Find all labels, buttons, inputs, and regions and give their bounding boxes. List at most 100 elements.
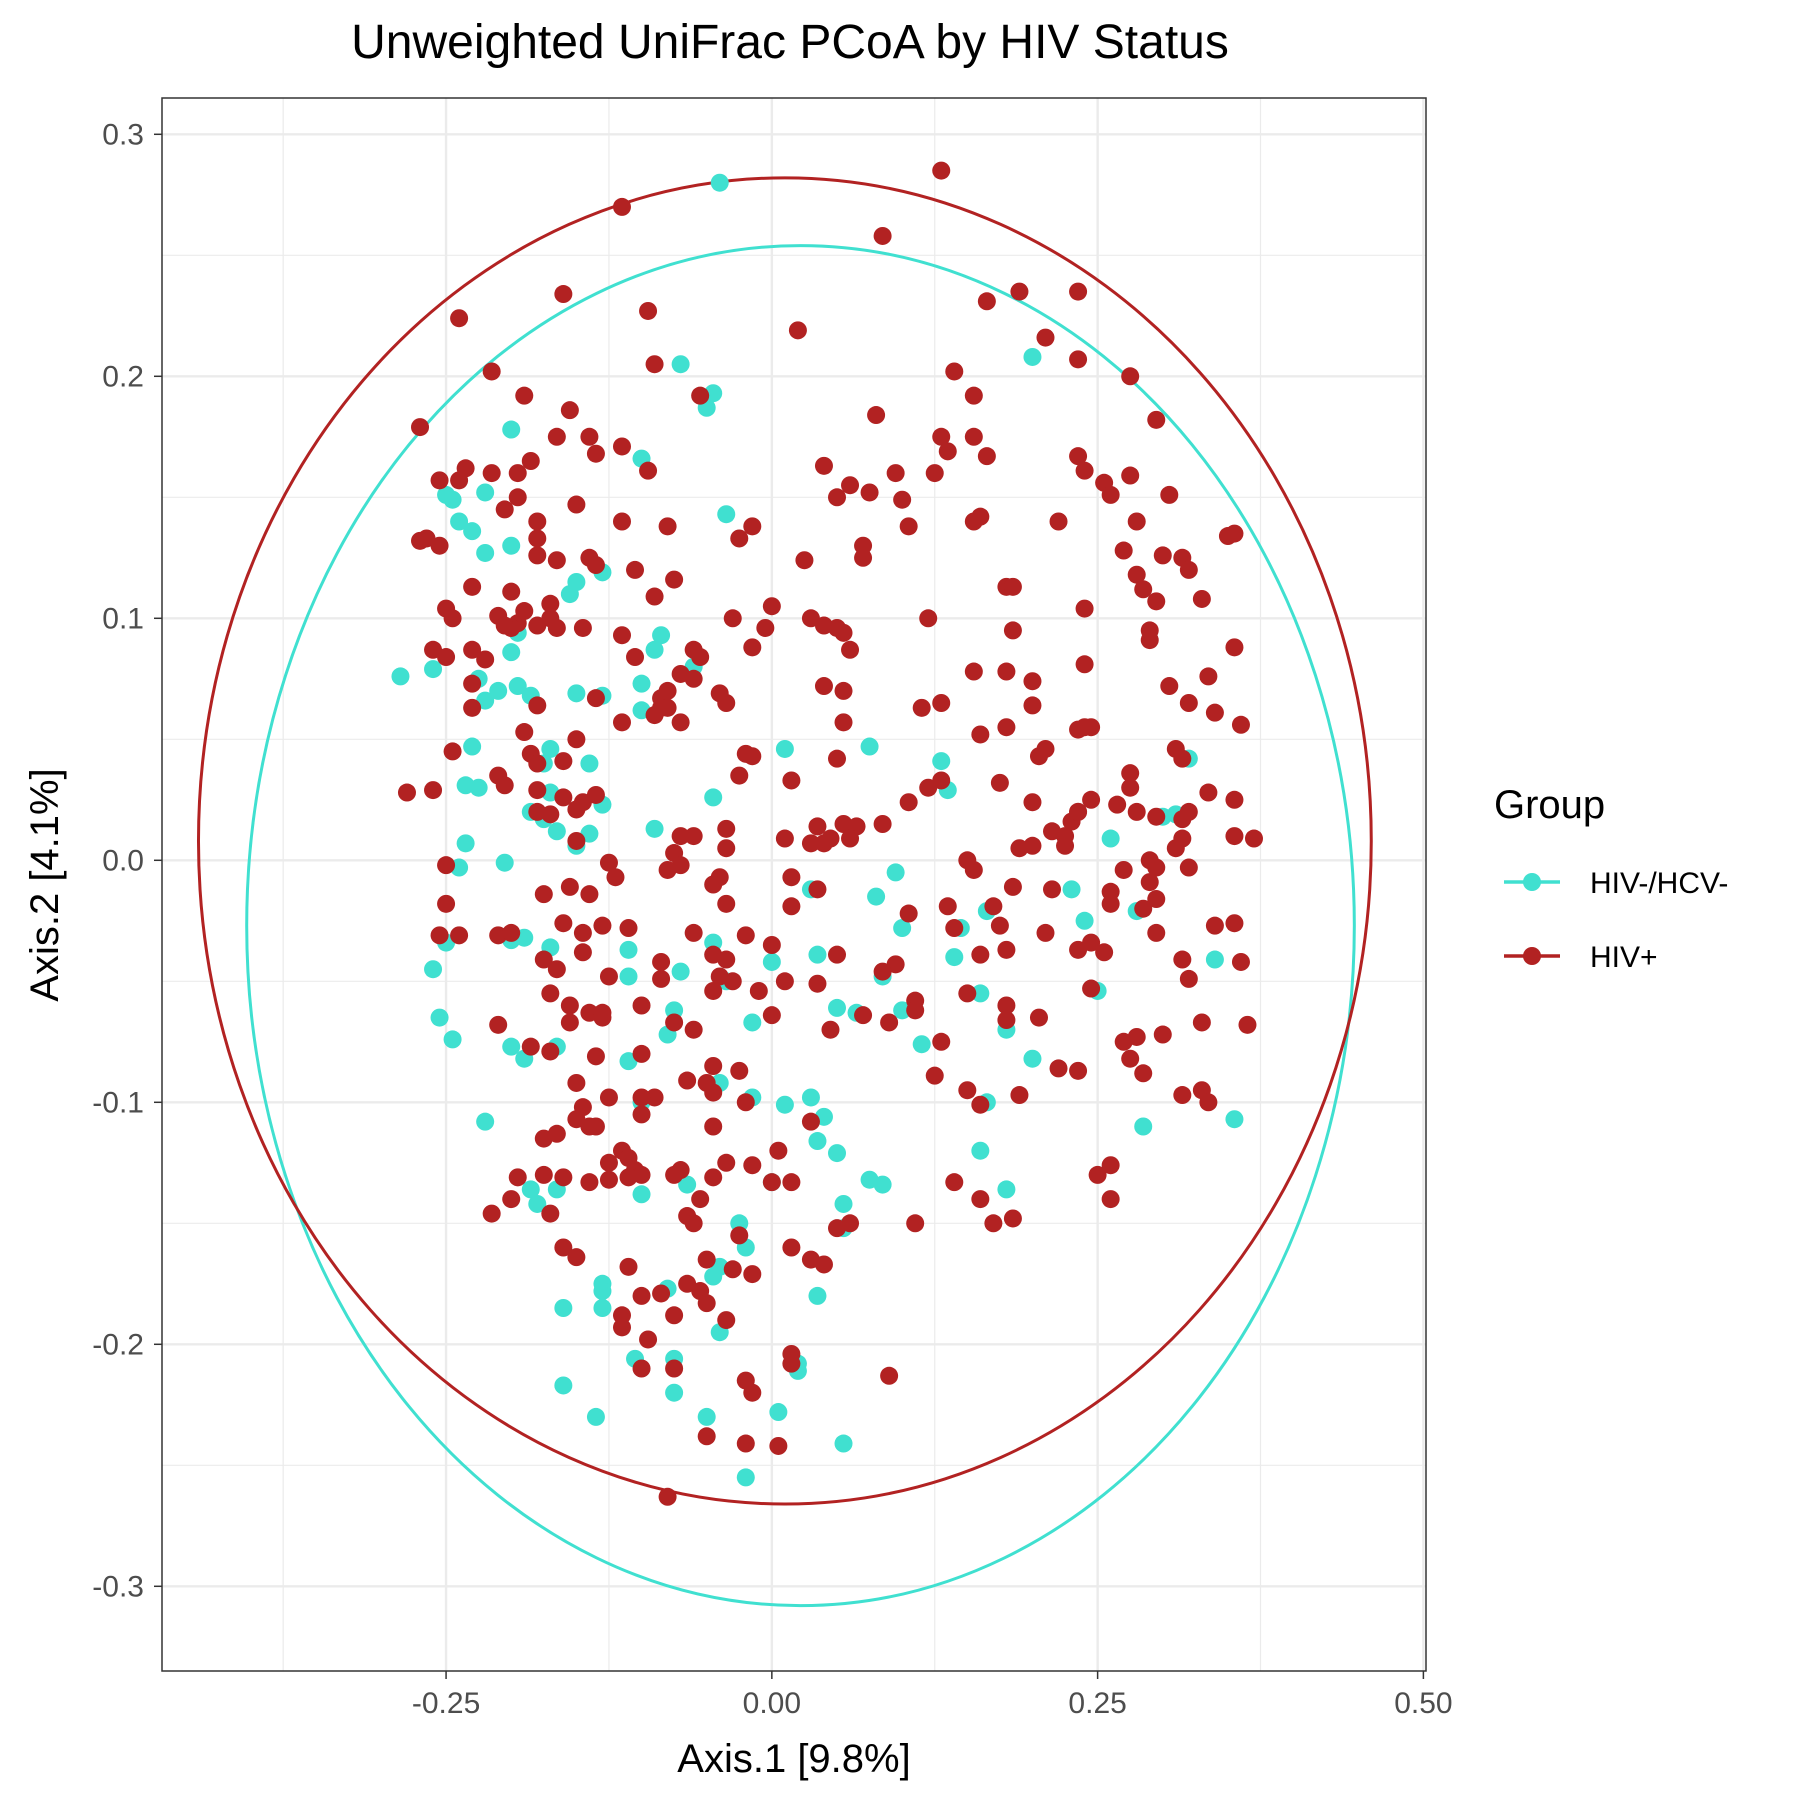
plot-border [161, 97, 1427, 1672]
point-hiv-pos [606, 868, 625, 887]
point-hiv-pos [1082, 933, 1101, 952]
point-hiv-pos [580, 1117, 599, 1136]
point-hiv-pos [841, 476, 860, 495]
point-hiv-pos [599, 1088, 618, 1107]
point-hiv-pos [463, 698, 482, 717]
point-hiv-neg-hcv-neg [775, 739, 794, 758]
point-hiv-pos [593, 916, 612, 935]
point-hiv-pos [788, 321, 807, 340]
point-hiv-pos [1147, 592, 1166, 611]
point-hiv-pos [482, 362, 501, 381]
point-hiv-pos [945, 1173, 964, 1192]
point-hiv-pos [906, 1001, 925, 1020]
point-hiv-pos [665, 1165, 684, 1184]
point-hiv-pos [437, 894, 456, 913]
point-hiv-pos [1088, 1165, 1107, 1184]
point-hiv-pos [782, 868, 801, 887]
point-hiv-neg-hcv-neg [632, 674, 651, 693]
point-hiv-pos [1179, 560, 1198, 579]
point-hiv-pos [489, 1015, 508, 1034]
point-hiv-pos [515, 386, 534, 405]
point-hiv-pos [1010, 282, 1029, 301]
point-hiv-pos [730, 529, 749, 548]
point-hiv-pos [814, 1255, 833, 1274]
point-hiv-pos [1140, 873, 1159, 892]
y-tick-label: -0.2 [92, 1328, 144, 1361]
x-axis-ticks: -0.25 0.00 0.25 0.50 [412, 1671, 1453, 1720]
point-hiv-pos [899, 904, 918, 923]
point-hiv-pos [1003, 621, 1022, 640]
point-hiv-pos [1160, 485, 1179, 504]
point-hiv-pos [580, 427, 599, 446]
point-hiv-pos [463, 640, 482, 659]
y-axis-title: Axis.2 [4.1%] [23, 768, 67, 1001]
point-hiv-pos [704, 981, 723, 1000]
x-tick-label: -0.25 [412, 1687, 480, 1720]
point-hiv-pos [560, 877, 579, 896]
point-hiv-pos [1075, 461, 1094, 480]
point-hiv-pos [1121, 466, 1140, 485]
point-hiv-neg-hcv-neg [828, 998, 847, 1017]
point-hiv-pos [632, 1088, 651, 1107]
point-hiv-pos [899, 793, 918, 812]
point-hiv-pos [1225, 524, 1244, 543]
point-hiv-pos [528, 512, 547, 531]
point-hiv-pos [1082, 718, 1101, 737]
point-hiv-pos [534, 1129, 553, 1148]
point-hiv-pos [697, 1250, 716, 1269]
point-hiv-neg-hcv-neg [762, 952, 781, 971]
point-hiv-neg-hcv-neg [632, 1185, 651, 1204]
point-hiv-pos [612, 713, 631, 732]
point-hiv-neg-hcv-neg [743, 1013, 762, 1032]
point-hiv-pos [1049, 1059, 1068, 1078]
point-hiv-pos [1127, 512, 1146, 531]
point-hiv-pos [873, 815, 892, 833]
point-hiv-pos [704, 1117, 723, 1136]
point-hiv-pos [1147, 410, 1166, 429]
point-hiv-pos [1225, 914, 1244, 933]
point-hiv-pos [554, 752, 573, 771]
point-hiv-neg-hcv-neg [443, 1030, 462, 1049]
y-tick-label: 0.0 [102, 844, 144, 877]
point-hiv-pos [743, 638, 762, 657]
point-hiv-pos [1075, 655, 1094, 674]
point-hiv-pos [541, 805, 560, 824]
point-hiv-neg-hcv-neg [808, 945, 827, 964]
point-hiv-pos [1023, 836, 1042, 855]
point-hiv-neg-hcv-neg [391, 667, 410, 686]
x-tick-label: 0.00 [743, 1687, 801, 1720]
legend-key-dot [1523, 947, 1541, 965]
x-tick-label: 0.25 [1068, 1687, 1126, 1720]
point-hiv-pos [880, 1366, 899, 1385]
point-hiv-pos [964, 427, 983, 446]
point-hiv-pos [684, 827, 703, 846]
point-hiv-neg-hcv-neg [495, 853, 514, 872]
point-hiv-neg-hcv-neg [476, 1112, 495, 1131]
legend-key-dot [1523, 873, 1541, 891]
point-hiv-pos [541, 1042, 560, 1061]
point-hiv-pos [632, 1359, 651, 1378]
point-hiv-pos [1173, 1086, 1192, 1105]
point-hiv-pos [782, 1344, 801, 1363]
point-hiv-pos [1082, 790, 1101, 809]
point-hiv-pos [684, 640, 703, 659]
point-hiv-neg-hcv-neg [867, 887, 886, 906]
point-hiv-pos [997, 718, 1016, 737]
point-hiv-neg-hcv-neg [463, 737, 482, 756]
point-hiv-pos [599, 967, 618, 986]
point-hiv-neg-hcv-neg [586, 1407, 605, 1426]
point-hiv-neg-hcv-neg [541, 739, 560, 758]
point-hiv-pos [964, 386, 983, 405]
point-hiv-pos [430, 471, 449, 490]
point-hiv-pos [984, 1214, 1003, 1233]
point-hiv-pos [964, 860, 983, 879]
point-hiv-neg-hcv-neg [971, 984, 990, 1003]
point-hiv-pos [841, 1214, 860, 1233]
point-hiv-pos [899, 517, 918, 536]
point-hiv-pos [1003, 577, 1022, 596]
point-hiv-pos [658, 860, 677, 879]
point-hiv-pos [1121, 778, 1140, 797]
point-hiv-neg-hcv-neg [971, 1141, 990, 1160]
ellipse-hiv-pos [196, 176, 1373, 1506]
point-hiv-pos [658, 1487, 677, 1506]
